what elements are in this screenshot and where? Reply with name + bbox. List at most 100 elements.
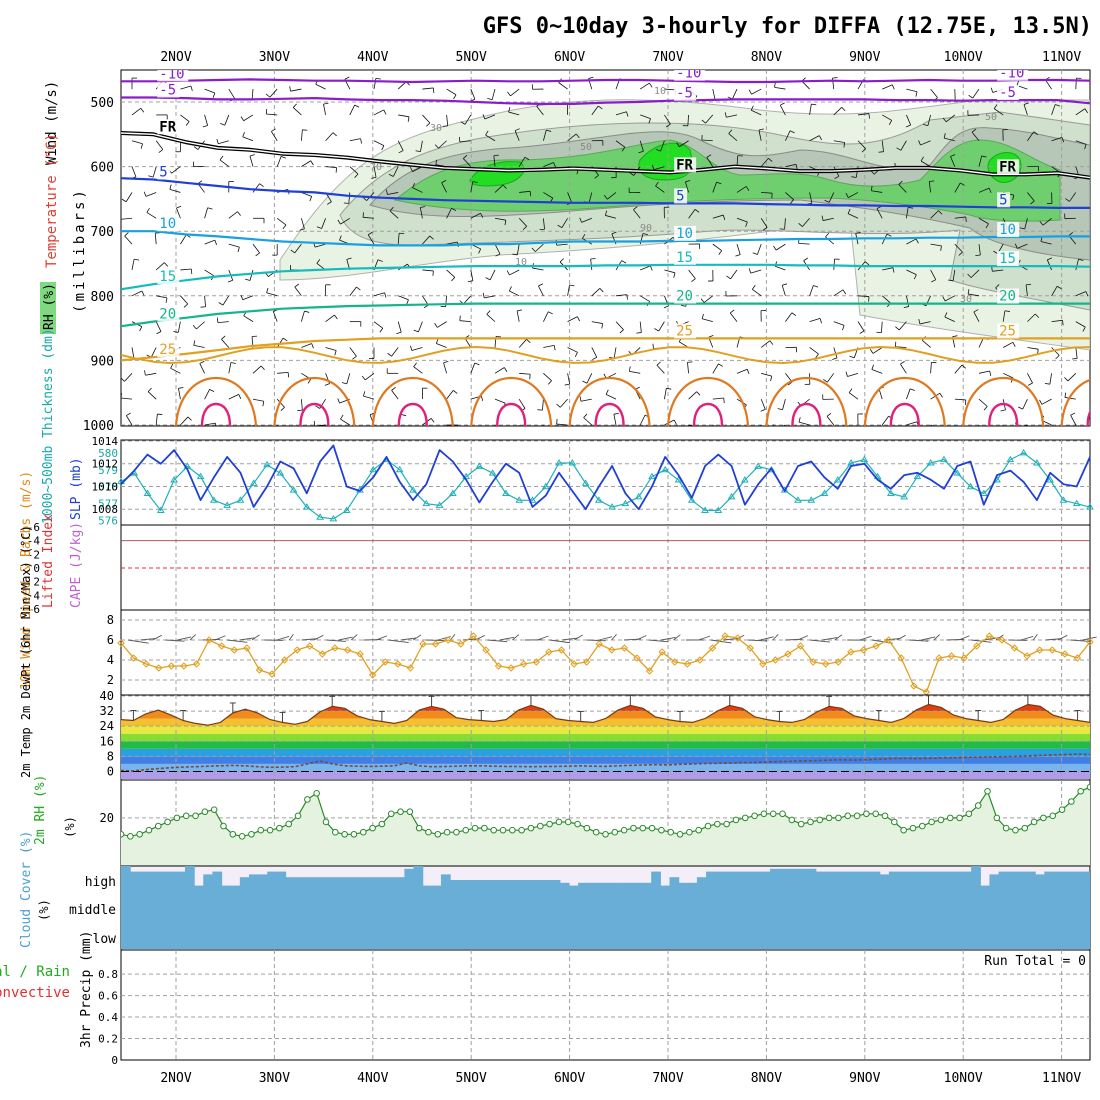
wind-barb: [397, 321, 402, 333]
wind-barb: [543, 162, 554, 167]
ylabel-wind: Wind (m/s): [44, 81, 60, 165]
cloud-bar-low: [407, 921, 417, 949]
rh-contour-label: 30: [960, 294, 972, 305]
wind10m-barb: [661, 636, 676, 641]
wind-barb: [857, 321, 865, 332]
cloud-bar-low: [822, 921, 833, 949]
cloud-bar-middle: [499, 893, 510, 921]
wind-barb: [954, 243, 963, 253]
cloud-bar-high: [175, 871, 186, 894]
wind-barb-flag: [524, 156, 530, 161]
wind-barb-flag: [193, 146, 199, 150]
cloud-bar-low: [951, 921, 962, 949]
wind-barb: [922, 339, 931, 348]
cloud-bar-low: [573, 921, 584, 949]
isotherm-label: 15: [999, 251, 1016, 267]
cloud-bar-high: [1007, 871, 1018, 894]
wind-barb-flag: [855, 231, 861, 234]
wind-barb: [494, 398, 506, 404]
wind-barb: [373, 78, 377, 90]
rh2m-marker: [1058, 806, 1066, 813]
wind10m-marker: [985, 632, 994, 640]
wind10m-barb: [1020, 635, 1034, 641]
wind-barb-flag: [811, 103, 817, 106]
wind-barb: [422, 87, 434, 90]
wind-barb-flag: [164, 262, 169, 267]
temperature-band: [121, 718, 1090, 727]
isotherm-label-bg: [997, 251, 1020, 267]
wind-barb: [301, 129, 303, 141]
precip-panel: 00.20.40.60.8 Run Total = 0 Total / Rain…: [0, 931, 1091, 1067]
cloud-bar-middle: [600, 893, 611, 921]
wind10m-barb: [512, 634, 520, 641]
cloud-bar-high: [203, 874, 214, 894]
cloud-bar-high: [194, 885, 204, 894]
wind-barb: [493, 155, 496, 167]
cloud-bar-low: [859, 921, 870, 949]
wind-barb: [944, 316, 955, 323]
wind10m-marker: [721, 632, 729, 640]
wind-barb: [906, 238, 917, 245]
cloud-bar-middle: [554, 893, 565, 921]
thickness-tick-label: 578: [98, 481, 118, 494]
wind-barb-flag: [435, 338, 439, 344]
rh2m-marker: [863, 810, 870, 818]
wind-barb: [251, 89, 254, 101]
wind-barb-flag: [770, 376, 773, 382]
wind10m-barb: [165, 639, 185, 642]
rh2m-marker: [518, 826, 525, 834]
wind10m-barb: [1045, 638, 1062, 641]
wind-barb: [180, 416, 189, 426]
wind-barb: [701, 139, 713, 142]
wind-barb: [218, 140, 229, 145]
wind-barb-flag: [613, 412, 619, 415]
wind-barb: [145, 192, 157, 197]
top-day-label: 7NOV: [652, 50, 683, 65]
wind-barb: [346, 373, 351, 385]
wind-barb: [1051, 286, 1058, 296]
cloud-bar-high: [870, 871, 881, 894]
rh2m-marker: [891, 818, 898, 826]
wind-barb: [446, 390, 454, 400]
cloud-bar-middle: [370, 893, 380, 921]
cloud-bar-high: [486, 880, 497, 894]
temp-contour-30: [666, 376, 750, 426]
wind-barb-flag: [795, 164, 798, 170]
cloud-bar-middle: [444, 893, 454, 921]
wind-barb-flag: [237, 247, 240, 253]
wind-barb-flag: [310, 160, 314, 166]
wind-barb: [518, 398, 526, 409]
wind-barb-flag: [752, 252, 758, 255]
wind-barb-flag: [691, 278, 696, 283]
wind-barb-flag: [176, 205, 182, 209]
wind-barb-flag: [383, 109, 387, 115]
cloud-bar-high: [495, 880, 506, 894]
cloud-bar-high: [358, 877, 369, 894]
cloud-bar-middle: [407, 893, 417, 921]
isotherm-freezing-inner: [121, 132, 1090, 179]
thickness-marker: [541, 482, 550, 490]
wind-barb-flag: [377, 259, 383, 262]
wind-barb-flag: [648, 118, 651, 124]
wind10m-barb: [1057, 634, 1068, 641]
wind-barb: [591, 105, 599, 116]
wind-barb: [827, 373, 835, 383]
cloud-bar-middle: [757, 893, 768, 921]
wind10m-marker: [620, 644, 629, 652]
wind10m-marker: [884, 636, 893, 644]
thickness-marker: [794, 496, 802, 503]
thickness-marker: [1019, 448, 1028, 456]
wind-barb: [292, 107, 302, 116]
rh2m-marker: [294, 812, 302, 820]
wind-barb: [639, 82, 650, 90]
wind-barb-flag: [842, 325, 845, 331]
cloud-bar-low: [997, 921, 1008, 949]
cloud-bar-middle: [803, 893, 814, 921]
rh2m-marker: [686, 828, 693, 836]
wind10m-barb: [412, 634, 422, 641]
cloud-bar-high: [239, 877, 250, 894]
wind-barb: [1027, 373, 1033, 384]
wind-barb: [204, 207, 209, 219]
wind-barb: [848, 392, 859, 400]
wind-barb-flag: [1084, 108, 1089, 114]
